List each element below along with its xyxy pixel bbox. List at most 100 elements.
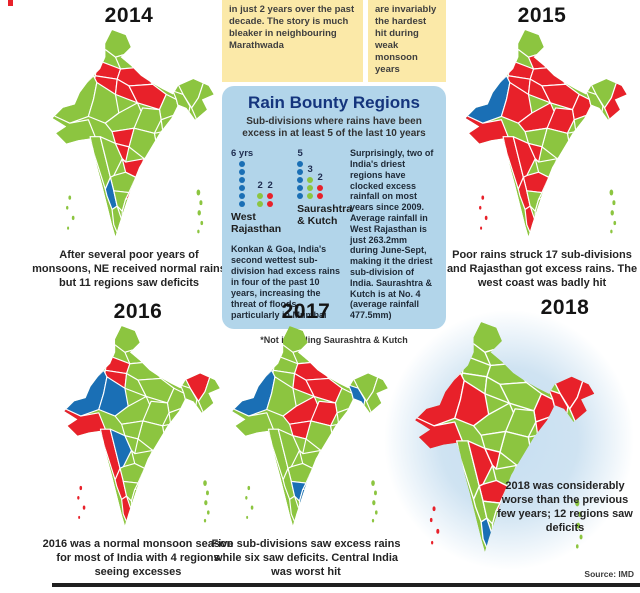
dotchart-title: West Rajasthan xyxy=(231,211,282,235)
right-islands-dot xyxy=(612,200,616,206)
excess-year-dot xyxy=(239,161,246,168)
region-north-karnataka xyxy=(119,462,146,484)
normal-year-dot xyxy=(307,185,314,192)
map-block-2017: 2017 Five sub-divisions saw excess rains… xyxy=(208,300,404,579)
india-choropleth-2016 xyxy=(64,326,220,526)
map-title-2014: 2014 xyxy=(104,4,154,27)
excess-year-dot xyxy=(297,161,304,168)
center-panel-column: in just 2 years over the past decade. Th… xyxy=(222,0,446,345)
left-islands-dot xyxy=(480,226,483,230)
panel-rajasthan-note: Surprisingly, two of India's driest regi… xyxy=(350,148,434,321)
left-islands-dot xyxy=(250,505,254,510)
dot-column-normal-years: 2 xyxy=(257,180,264,208)
left-islands-dot xyxy=(247,485,251,491)
map-caption-2017: Five sub-divisions saw excess rains whil… xyxy=(211,538,401,579)
top-note-left: in just 2 years over the past decade. Th… xyxy=(222,0,363,82)
dot-column-deficit-years: 2 xyxy=(317,172,324,200)
map-block-2015: 2015 Poor rains struck 17 sub-divisions … xyxy=(444,4,640,290)
dot-column-excess-years: 5 xyxy=(297,148,304,200)
india-choropleth-2015 xyxy=(465,30,627,237)
normal-year-dot xyxy=(257,201,264,208)
panel-subtitle: Sub-divisions where rains have been exce… xyxy=(242,115,426,139)
excess-year-dot xyxy=(297,177,304,184)
right-islands-dot xyxy=(197,229,200,234)
deficit-year-dot xyxy=(267,193,274,200)
top-note-right: are invariably the hardest hit during we… xyxy=(368,0,446,82)
left-islands-dot xyxy=(66,205,69,210)
right-islands-dot xyxy=(200,220,204,226)
panel-title: Rain Bounty Regions xyxy=(248,92,420,112)
region-north-karnataka xyxy=(287,462,314,484)
excess-year-dot xyxy=(239,169,246,176)
left-islands-dot xyxy=(246,515,249,519)
right-islands-dot xyxy=(374,510,378,515)
excess-year-dot xyxy=(239,193,246,200)
left-islands-dot xyxy=(79,485,83,491)
right-islands-dot xyxy=(609,189,614,196)
map-block-2016: 2016 2016 was a normal monsoon season fo… xyxy=(38,300,238,579)
left-islands-dot xyxy=(77,495,80,500)
dot-count-label: 2 xyxy=(257,180,263,192)
deficit-year-dot xyxy=(317,193,324,200)
india-map-2018 xyxy=(384,310,634,570)
right-islands-dot xyxy=(197,210,201,216)
right-islands-dot xyxy=(204,500,208,506)
right-islands-dot xyxy=(371,518,375,523)
region-jk xyxy=(97,30,140,58)
left-islands-dot xyxy=(71,215,75,221)
right-islands-dot xyxy=(575,499,580,507)
left-islands-dot xyxy=(481,195,485,200)
right-islands-dot xyxy=(613,220,617,226)
india-choropleth-2018 xyxy=(415,322,595,553)
dot-count-label: 3 xyxy=(307,164,313,176)
india-map-2016 xyxy=(53,326,223,529)
india-choropleth-2014 xyxy=(52,30,214,237)
map-caption-2016: 2016 was a normal monsoon season for mos… xyxy=(42,538,234,579)
map-title-2017: 2017 xyxy=(281,300,331,323)
source-credit: Source: IMD xyxy=(584,569,634,579)
right-islands-dot xyxy=(206,490,209,496)
region-jk xyxy=(276,326,317,353)
left-islands-dot xyxy=(429,517,433,523)
excess-year-dot xyxy=(239,201,246,208)
rain-bounty-panel: Rain Bounty Regions Sub-divisions where … xyxy=(222,85,446,330)
left-islands-dot xyxy=(431,540,434,545)
map-title-2016: 2016 xyxy=(113,300,163,323)
india-map-2017 xyxy=(221,326,391,529)
map-caption-2018: 2018 was considerably worse than the pre… xyxy=(497,480,633,535)
bottom-divider xyxy=(52,583,640,587)
right-islands-dot xyxy=(576,522,581,529)
region-jk xyxy=(108,326,149,353)
dot-column-excess-years: 6 yrs xyxy=(231,148,253,208)
dot-count-label: 2 xyxy=(317,172,323,184)
map-block-2014: 2014 After several poor years of monsoon… xyxy=(28,4,230,290)
right-islands-dot xyxy=(579,534,583,540)
india-choropleth-2017 xyxy=(232,326,388,526)
region-jk xyxy=(510,30,553,58)
right-islands-dot xyxy=(610,229,613,234)
excess-year-dot xyxy=(297,185,304,192)
normal-year-dot xyxy=(307,177,314,184)
map-block-2018: 2018 2018 was considerably worse than th… xyxy=(384,296,640,570)
dot-count-label: 6 yrs xyxy=(231,148,254,160)
normal-year-dot xyxy=(257,193,264,200)
deficit-year-dot xyxy=(267,201,274,208)
left-islands-dot xyxy=(436,528,440,534)
left-islands-dot xyxy=(479,205,482,210)
left-islands-dot xyxy=(68,195,72,200)
map-title-2015: 2015 xyxy=(517,4,567,27)
dot-count-label: 2 xyxy=(267,180,273,192)
excess-year-dot xyxy=(297,169,304,176)
page-corner-mark xyxy=(8,0,13,6)
dot-column-normal-years: 3 xyxy=(307,164,314,200)
left-islands-dot xyxy=(484,215,488,221)
excess-year-dot xyxy=(239,185,246,192)
left-islands-dot xyxy=(432,506,436,512)
dotchart-west-rajasthan: 6 yrs 2 2 West Rajasthan xyxy=(231,148,281,235)
india-map-2015 xyxy=(454,30,630,240)
region-north-karnataka xyxy=(522,171,550,194)
deficit-year-dot xyxy=(317,185,324,192)
